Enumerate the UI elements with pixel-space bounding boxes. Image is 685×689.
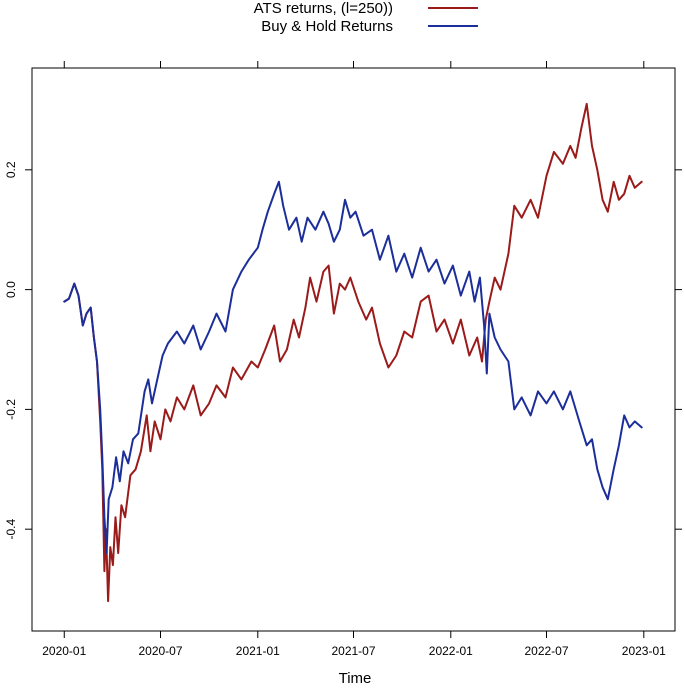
series-layer: [63, 102, 643, 603]
x-tick-label: 2020-07: [138, 644, 182, 658]
x-tick-label: 2022-07: [524, 644, 568, 658]
x-tick-label: 2021-07: [331, 644, 375, 658]
y-tick-label: 0.0: [4, 281, 18, 298]
y-tick-label: -0.2: [4, 399, 18, 420]
legend-label: Buy & Hold Returns: [261, 18, 393, 35]
plot-frame: [31, 67, 676, 632]
series-line-ats-returns: [63, 102, 643, 603]
y-tick-label: 0.2: [4, 161, 18, 178]
x-axis: 2020-01 2020-07 2021-01 2021-07 2022-01 2022-…: [42, 61, 666, 658]
x-tick-label: 2020-01: [42, 644, 86, 658]
x-axis-title: Time: [339, 670, 372, 687]
y-axis: -0.4 -0.2 0.0 0.2: [4, 161, 682, 540]
legend-label: ATS returns, (l=250)): [254, 0, 393, 17]
x-tick-label: 2022-01: [429, 644, 473, 658]
y-tick-label: -0.4: [4, 519, 18, 540]
legend: ATS returns, (l=250))Buy & Hold Returns: [254, 0, 478, 35]
x-tick-label: 2023-01: [622, 644, 666, 658]
x-tick-label: 2021-01: [236, 644, 280, 658]
series-line-buy-hold-returns: [63, 180, 643, 555]
